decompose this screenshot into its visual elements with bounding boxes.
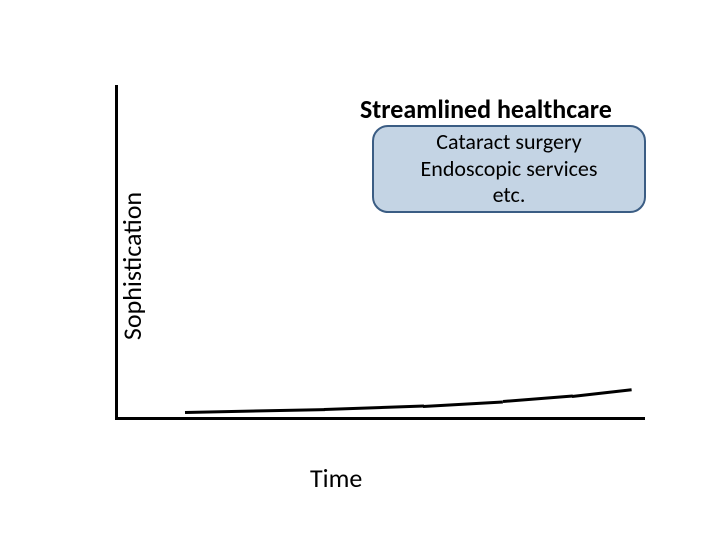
x-axis <box>115 417 645 420</box>
callout-line-2: Endoscopic services <box>421 156 598 182</box>
x-axis-label: Time <box>310 462 362 494</box>
callout-line-3: etc. <box>493 182 526 208</box>
callout-box: Cataract surgery Endoscopic services etc… <box>372 125 646 213</box>
y-axis-label: Sophistication <box>116 192 148 340</box>
callout-line-1: Cataract surgery <box>436 129 582 155</box>
chart-title: Streamlined healthcare <box>360 93 612 125</box>
